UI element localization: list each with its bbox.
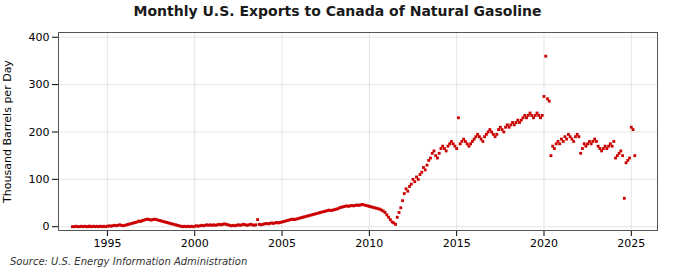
- svg-text:300: 300: [29, 78, 50, 91]
- svg-text:1995: 1995: [93, 237, 121, 250]
- svg-text:Thousand Barrels per Day: Thousand Barrels per Day: [1, 60, 14, 204]
- svg-text:2015: 2015: [443, 237, 471, 250]
- svg-text:2005: 2005: [268, 237, 296, 250]
- svg-text:400: 400: [29, 31, 50, 44]
- svg-text:2025: 2025: [617, 237, 645, 250]
- svg-text:100: 100: [29, 173, 50, 186]
- svg-text:2020: 2020: [530, 237, 558, 250]
- svg-text:200: 200: [29, 125, 50, 138]
- svg-text:2010: 2010: [355, 237, 383, 250]
- svg-text:0: 0: [43, 220, 50, 233]
- svg-text:2000: 2000: [181, 237, 209, 250]
- html-text:Monthly U.S. Exports to Canada: Monthly U.S. Exports to Canada of Natura…: [133, 3, 542, 19]
- html-text:Source: U.S. Energy Informatio: Source: U.S. Energy Information Administ…: [10, 256, 248, 267]
